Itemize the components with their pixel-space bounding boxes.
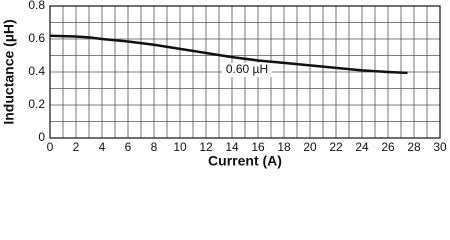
x-tick-label: 12 — [199, 140, 213, 154]
x-tick-label: 4 — [99, 140, 106, 154]
y-axis-title: Inductance (µH) — [1, 19, 17, 124]
x-tick-label: 16 — [251, 140, 265, 154]
annotation-bg — [222, 63, 272, 77]
annotation: 0.60 µH — [226, 62, 268, 76]
x-tick-label: 0 — [47, 140, 54, 154]
y-tick-label: 0.4 — [28, 64, 45, 78]
plot-frame — [49, 5, 441, 139]
x-tick-label: 26 — [381, 140, 395, 154]
x-tick-label: 8 — [151, 140, 158, 154]
x-tick-label: 22 — [329, 140, 343, 154]
x-tick-label: 2 — [73, 140, 80, 154]
chart: Current (A) Inductance (µH) 0 2 4 6 8 10 12 14 1… — [1, 0, 447, 169]
x-tick-label: 14 — [225, 140, 239, 154]
y-tick-label: 0 — [38, 130, 45, 144]
x-tick-label: 10 — [173, 140, 187, 154]
x-tick-label: 20 — [303, 140, 317, 154]
y-tick-label: 0.6 — [28, 31, 45, 45]
data-line — [49, 34, 408, 75]
x-tick-label: 24 — [355, 140, 369, 154]
x-axis-title: Current (A) — [208, 153, 282, 169]
x-tick-label: 18 — [277, 140, 291, 154]
x-tick-label: 28 — [407, 140, 421, 154]
y-tick-label: 0.8 — [28, 0, 45, 12]
y-tick-label: 0.2 — [28, 97, 45, 111]
x-tick-label: 30 — [433, 140, 447, 154]
x-tick-label: 6 — [125, 140, 132, 154]
